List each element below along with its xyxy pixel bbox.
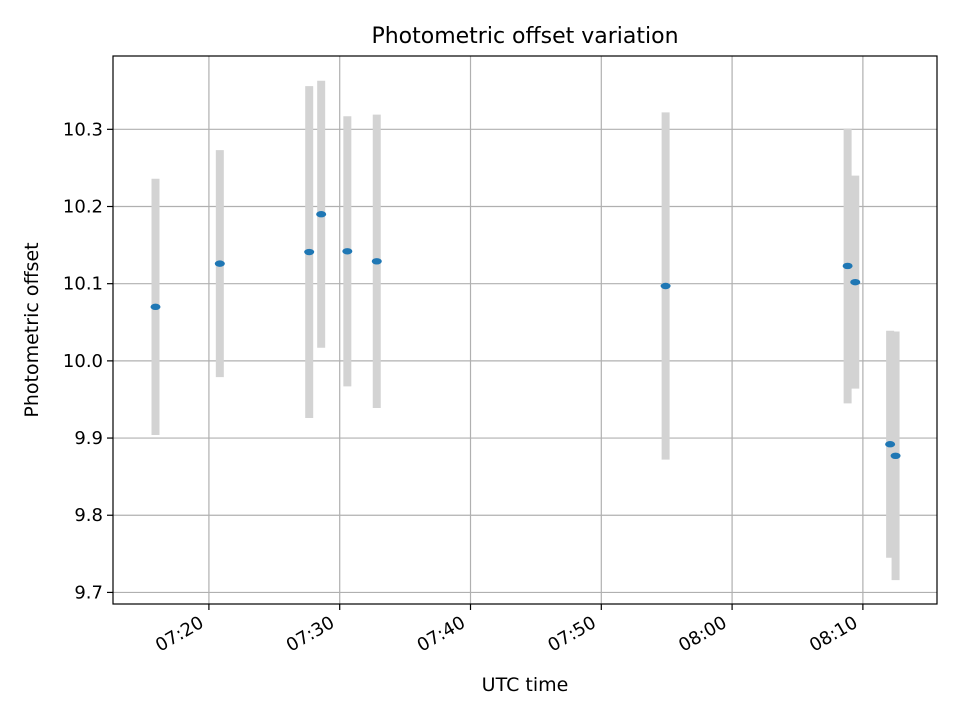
data-point xyxy=(850,278,861,286)
plot-background xyxy=(113,56,937,604)
x-axis-label: UTC time xyxy=(482,674,569,696)
y-tick-label: 9.9 xyxy=(74,428,103,449)
y-tick-label: 10.3 xyxy=(63,119,103,140)
x-tick-label: 07:50 xyxy=(544,612,599,656)
grid xyxy=(113,56,937,604)
data-point xyxy=(214,260,225,267)
data-points xyxy=(150,211,901,460)
y-tick-label: 10.2 xyxy=(63,197,103,218)
x-tick-label: 07:30 xyxy=(283,612,338,656)
y-tick-label: 9.8 xyxy=(74,505,103,526)
chart-title: Photometric offset variation xyxy=(371,24,678,49)
data-point xyxy=(371,258,382,265)
plot-frame xyxy=(112,55,938,605)
x-axis-ticks: 07:20 07:30 07:40 07:50 08:00 08:10 xyxy=(152,604,864,656)
x-tick-label: 07:20 xyxy=(152,612,207,656)
data-point xyxy=(842,262,853,270)
y-tick-label: 9.7 xyxy=(74,582,103,603)
x-tick-label: 08:00 xyxy=(675,612,730,656)
data-point xyxy=(660,282,671,290)
data-point xyxy=(150,303,161,311)
x-tick-label: 08:10 xyxy=(806,612,861,656)
y-axis-label: Photometric offset xyxy=(21,242,43,417)
x-tick-label: 07:40 xyxy=(414,612,469,656)
y-tick-label: 10.0 xyxy=(63,351,103,372)
data-point xyxy=(890,452,901,460)
data-point xyxy=(885,441,896,448)
data-point xyxy=(316,211,327,218)
y-axis-ticks: 9.7 9.8 9.9 10.0 10.1 10.2 10.3 xyxy=(63,119,113,603)
data-point xyxy=(342,248,353,255)
y-tick-label: 10.1 xyxy=(63,274,103,295)
data-point xyxy=(304,248,315,256)
